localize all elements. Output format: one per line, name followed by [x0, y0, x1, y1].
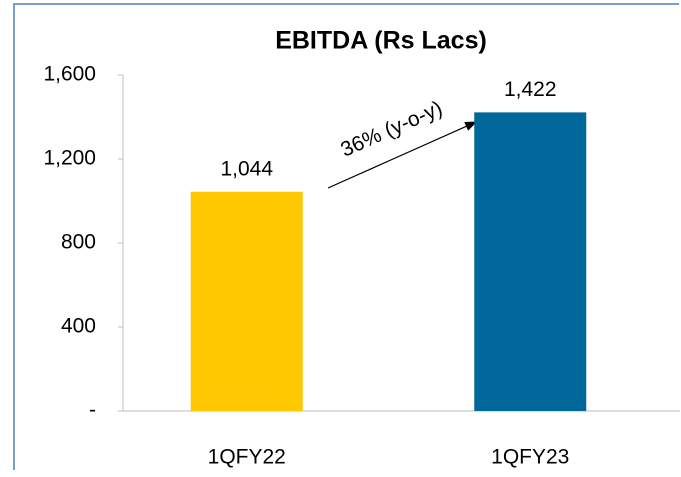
y-tick-label: 1,200 — [43, 147, 96, 170]
x-tick-label: 1QFY22 — [208, 446, 286, 469]
bar — [190, 191, 303, 411]
y-tick-label: 800 — [61, 231, 96, 254]
y-tick-label: 1,600 — [43, 63, 96, 86]
value-label: 1,044 — [220, 157, 273, 180]
annotation: 36% (y-o-y) — [337, 97, 446, 162]
chart-title: EBITDA (Rs Lacs) — [275, 27, 487, 55]
y-tick-label: - — [89, 399, 96, 422]
value-label: 1,422 — [504, 78, 557, 101]
growth-arrow — [327, 121, 478, 189]
x-tick-label: 1QFY23 — [491, 446, 569, 469]
bar — [474, 112, 587, 411]
chart-border — [13, 3, 679, 470]
y-tick-label: 400 — [61, 315, 96, 338]
